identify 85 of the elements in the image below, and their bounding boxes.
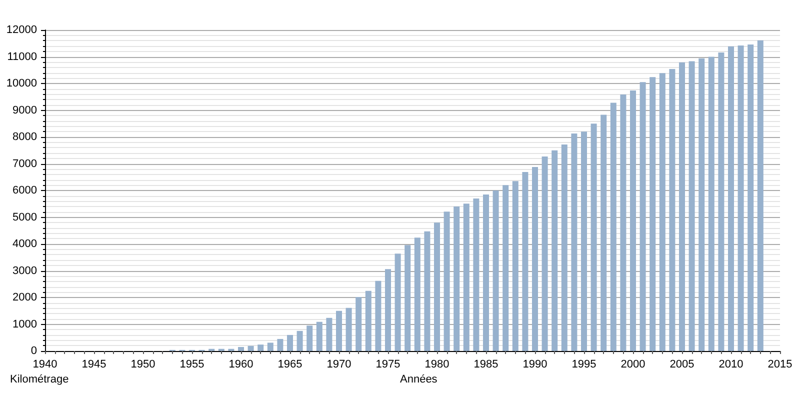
bar: [385, 269, 391, 351]
bar: [287, 334, 293, 351]
bar: [365, 290, 372, 351]
x-tick-label: 1970: [326, 358, 352, 370]
bar: [610, 102, 616, 351]
y-tick-label: 7000: [12, 158, 37, 170]
x-tick-label: 1975: [376, 358, 400, 370]
bar: [454, 206, 460, 351]
bar: [688, 61, 695, 351]
y-tick-label: 6000: [12, 184, 37, 196]
bar: [424, 231, 430, 351]
bar: [561, 144, 568, 351]
bar: [630, 90, 636, 351]
x-tick-label: 1985: [474, 358, 498, 370]
bar: [483, 194, 489, 351]
bar: [277, 338, 284, 351]
y-tick-label: 11000: [7, 50, 37, 63]
x-tick-label: 1940: [32, 358, 58, 370]
bar: [346, 308, 352, 351]
bar: [679, 62, 685, 351]
bar: [512, 181, 518, 351]
bar: [444, 212, 450, 351]
bar: [698, 58, 705, 351]
y-tick-label: 4000: [12, 238, 37, 250]
bar: [356, 296, 362, 351]
bar: [640, 82, 646, 351]
x-axis-title: Années: [400, 374, 438, 386]
bar: [316, 322, 322, 351]
bar: [757, 40, 764, 351]
y-tick-label: 2000: [12, 292, 37, 304]
bar: [650, 77, 656, 351]
x-tick-label: 2005: [670, 358, 694, 370]
x-tick-label: 1960: [228, 358, 254, 370]
y-tick-label: 1000: [12, 318, 37, 330]
bar: [590, 124, 597, 351]
x-tick-label: 1965: [278, 358, 302, 370]
bar: [394, 254, 401, 351]
bar: [502, 185, 509, 351]
x-tick-label: 1955: [180, 358, 204, 370]
y-tick-label: 10000: [6, 78, 37, 90]
bar: [532, 166, 538, 351]
x-tick-label: 1995: [572, 358, 596, 370]
x-tick-label: 1950: [130, 358, 156, 370]
bar: [375, 280, 382, 351]
bar: [571, 134, 578, 351]
y-tick-label: 12000: [6, 24, 37, 36]
bar: [738, 46, 744, 351]
y-tick-label: 5000: [12, 211, 37, 224]
bar: [414, 238, 420, 351]
bar: [306, 326, 313, 351]
x-tick-label: 1990: [522, 358, 548, 370]
bar: [718, 52, 724, 351]
bar: [258, 344, 264, 351]
bar: [463, 204, 470, 351]
y-axis-title: Kilométrage: [10, 374, 69, 386]
bar: [728, 46, 734, 351]
bar: [248, 346, 254, 351]
bar: [473, 198, 480, 351]
bar: [659, 73, 666, 351]
bar: [552, 150, 558, 351]
bar: [581, 132, 587, 351]
x-tick-label: 2015: [768, 358, 792, 370]
y-tick-label: 0: [30, 345, 37, 357]
bar: [620, 94, 626, 351]
bar: [296, 330, 303, 351]
bar: [542, 156, 548, 351]
bar: [748, 44, 754, 351]
x-tick-label: 2010: [718, 358, 744, 370]
x-tick-label: 1945: [82, 358, 106, 370]
bar: [600, 114, 607, 351]
y-tick-label: 3000: [12, 264, 37, 277]
bar: [404, 245, 411, 351]
bar: [708, 56, 714, 351]
bar: [492, 190, 499, 351]
bar: [336, 310, 342, 351]
y-tick-label: 9000: [12, 104, 37, 116]
bar: [326, 318, 332, 351]
bar: [238, 346, 244, 351]
y-tick-label: 8000: [12, 131, 37, 143]
bar: [434, 222, 440, 351]
x-tick-label: 2000: [620, 358, 646, 370]
bar: [267, 342, 274, 351]
bar: [669, 69, 676, 351]
bar: [522, 172, 528, 351]
x-tick-label: 1980: [424, 358, 450, 370]
